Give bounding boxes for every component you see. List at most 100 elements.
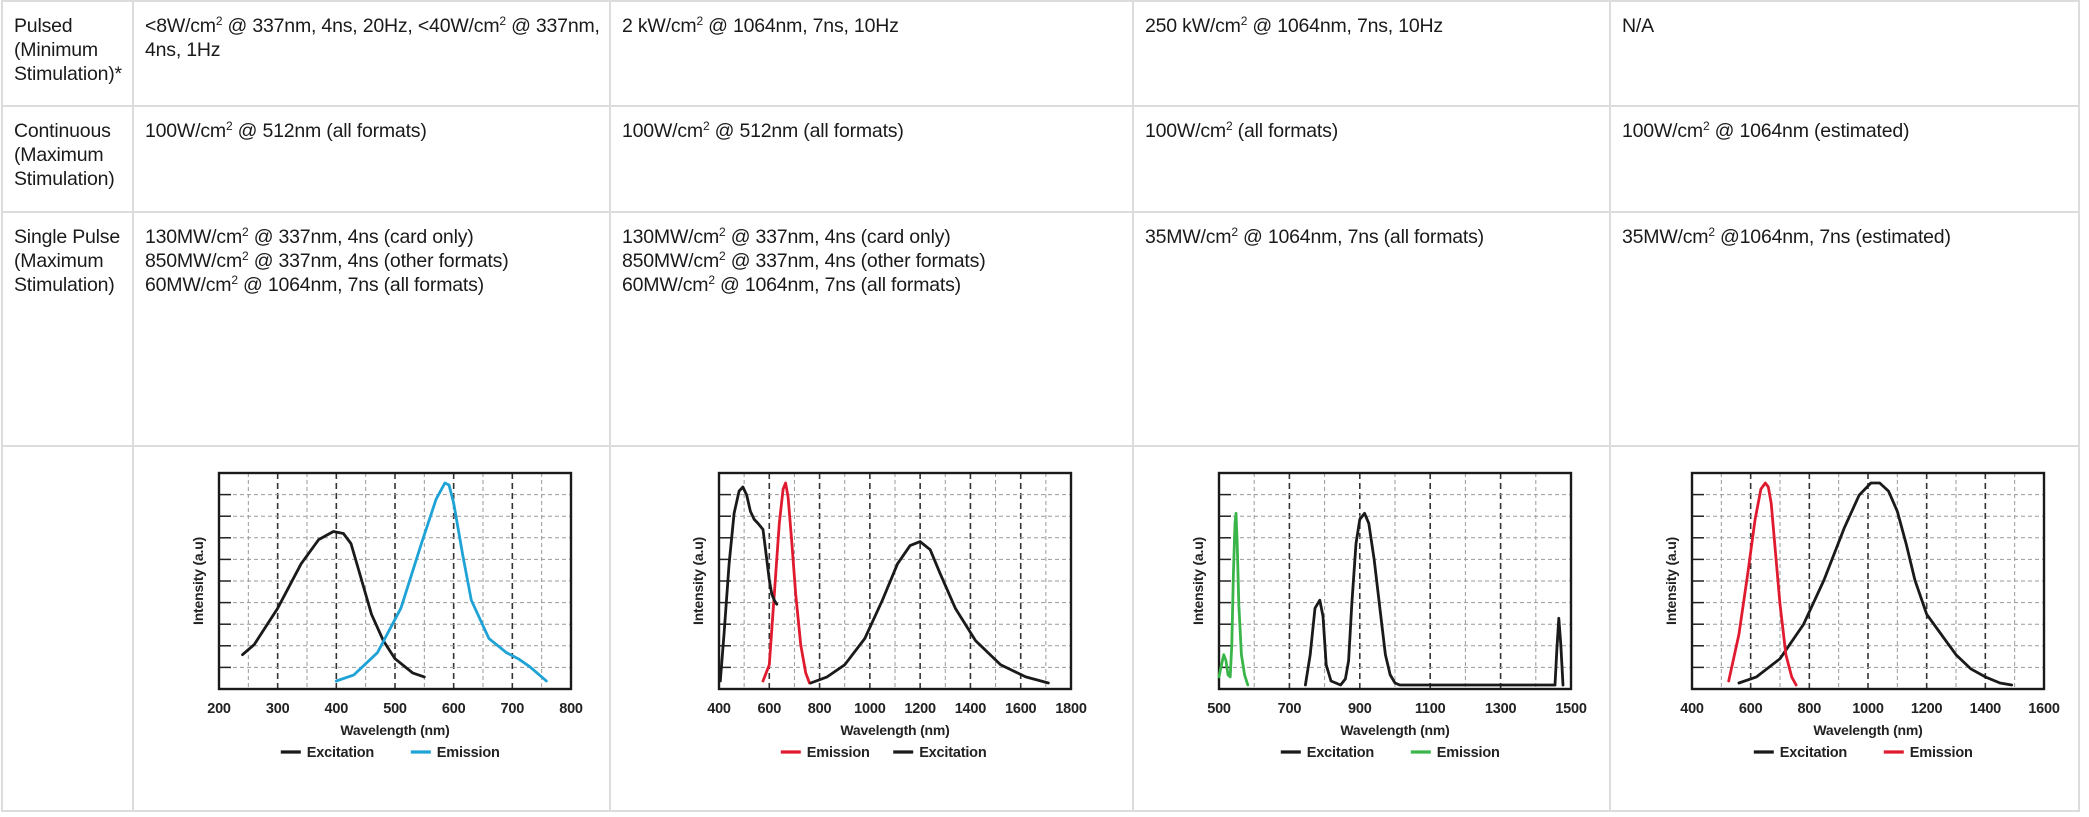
cell-line: 35MW/cm2 @ 1064nm, 7ns (all formats)	[1145, 225, 1598, 249]
superscript: 2	[242, 249, 249, 263]
superscript: 2	[231, 273, 238, 287]
x-tick-label: 1600	[1004, 701, 1036, 717]
table-row: Continuous (Maximum Stimulation) 100W/cm2 …	[1, 105, 2080, 213]
superscript: 2	[225, 119, 233, 133]
table-cell: 35MW/cm2 @ 1064nm, 7ns (all formats)	[1132, 211, 1611, 447]
gridlines	[1218, 472, 1571, 689]
series-line-excitation	[1737, 481, 2013, 686]
cell-line: 850MW/cm2 @ 337nm, 4ns (other formats)	[145, 249, 598, 273]
row-header-line: Stimulation)	[14, 274, 115, 296]
superscript: 2	[242, 225, 249, 239]
x-tick-label: 500	[1207, 701, 1231, 717]
chart-cell: 400 600 800 1000 1200 1400 1600 1800 Wavelength …	[609, 445, 1134, 812]
text-run: 850MW/cm	[622, 250, 719, 272]
cell-line: 850MW/cm2 @ 337nm, 4ns (other formats)	[622, 249, 1121, 273]
superscript: 2	[1225, 119, 1233, 133]
row-header-line: (Minimum	[14, 39, 98, 61]
chart-legend: Excitation Emission	[1753, 745, 1972, 761]
row-header-single-pulse: Single Pulse (Maximum Stimulation)	[1, 211, 134, 447]
spectra-row: 200 300 400 500 600 700 800 Wavelength (nm) Inte…	[1, 445, 2080, 812]
x-tick-label: 1100	[1414, 701, 1445, 717]
legend-label: Emission	[436, 745, 499, 761]
x-tick-label: 1600	[2028, 701, 2060, 717]
x-tick-label: 800	[1797, 701, 1821, 717]
row-header-continuous: Continuous (Maximum Stimulation)	[1, 105, 134, 213]
legend-label: Excitation	[1779, 745, 1846, 761]
text-run: @ 1064nm, 7ns (all formats)	[237, 274, 484, 296]
plot-frame	[717, 471, 1072, 690]
text-run: <8W/cm	[145, 15, 216, 37]
legend-label: Excitation	[919, 745, 986, 761]
x-tick-label: 200	[207, 701, 231, 717]
row-header-line: Pulsed	[14, 15, 73, 37]
spectrum-chart-3: 500 700 900 1100 1300 1500 Wavelength (nm) Inte…	[1190, 471, 1587, 761]
cell-line: 2 kW/cm2 @ 1064nm, 7ns, 10Hz	[622, 14, 1121, 38]
table-cell: 100W/cm2 (all formats)	[1132, 105, 1611, 213]
text-run: @ 337nm, 4ns (other formats)	[248, 250, 509, 272]
series-line-emission	[1726, 481, 1797, 686]
superscript: 2	[696, 14, 703, 28]
text-run: 2 kW/cm	[622, 15, 697, 37]
cell-line: 60MW/cm2 @ 1064nm, 7ns (all formats)	[622, 273, 1121, 297]
row-header-line: Stimulation)	[14, 168, 115, 190]
legend-label: Excitation	[306, 745, 373, 761]
chart-legend: Excitation Emission	[280, 745, 499, 761]
table-cell: 250 kW/cm2 @ 1064nm, 7ns, 10Hz	[1132, 0, 1611, 107]
text-run: @ 337nm, 4ns, 20Hz, <40W/cm	[222, 15, 500, 37]
cell-line: 4ns, 1Hz	[145, 39, 221, 61]
table-row: Pulsed (Minimum Stimulation)* <8W/cm2 @ 33…	[1, 0, 2080, 107]
gridlines	[218, 472, 571, 689]
chart-legend: Emission Excitation	[780, 745, 986, 761]
x-tick-label: 500	[383, 701, 407, 717]
x-axis-label: Wavelength (nm)	[840, 722, 949, 738]
spectrum-chart-2: 400 600 800 1000 1200 1400 1600 1800 Wavelength …	[690, 471, 1087, 761]
table-cell: 100W/cm2 @ 512nm (all formats)	[132, 105, 611, 213]
series-line-excitation	[1303, 511, 1564, 686]
text-run: @ 337nm, 4ns (other formats)	[725, 250, 986, 272]
superscript: 2	[719, 225, 726, 239]
text-run: @ 1064nm, 7ns (all formats)	[714, 274, 961, 296]
text-run: 130MW/cm	[145, 226, 242, 248]
table-cell: 100W/cm2 @ 512nm (all formats)	[609, 105, 1134, 213]
legend-label: Excitation	[1306, 745, 1373, 761]
series-line-secondary	[808, 539, 1050, 684]
series-line-emission	[334, 481, 548, 682]
text-run: @ 1064nm, 7ns, 10Hz	[1247, 15, 1443, 37]
text-run: 60MW/cm	[622, 274, 709, 296]
text-run: 100W/cm	[1145, 120, 1226, 142]
x-axis-label: Wavelength (nm)	[340, 722, 449, 738]
x-axis-label: Wavelength (nm)	[1340, 722, 1449, 738]
plot-frame	[1217, 471, 1572, 690]
series-line-excitation	[240, 529, 426, 678]
x-tick-label: 1400	[954, 701, 986, 717]
row-header-line: (Maximum	[14, 144, 104, 166]
text-run: 130MW/cm	[622, 226, 719, 248]
text-run: @1064nm, 7ns (estimated)	[1714, 226, 1951, 248]
empty-cell	[1, 445, 134, 812]
superscript: 2	[215, 14, 223, 28]
text-run: 100W/cm	[1622, 120, 1703, 142]
text-run: 35MW/cm	[1145, 226, 1232, 248]
chart-legend: Excitation Emission	[1280, 745, 1499, 761]
table-cell: 2 kW/cm2 @ 1064nm, 7ns, 10Hz	[609, 0, 1134, 107]
cell-line: 60MW/cm2 @ 1064nm, 7ns (all formats)	[145, 273, 598, 297]
superscript: 2	[1708, 225, 1715, 239]
text-run: @ 1064nm (estimated)	[1709, 120, 1910, 142]
table-cell: 130MW/cm2 @ 337nm, 4ns (card only) 850MW/…	[132, 211, 611, 447]
text-run: (all formats)	[1232, 120, 1339, 142]
legend-label: Emission	[1436, 745, 1499, 761]
x-tick-label: 1000	[854, 701, 886, 717]
gridlines	[718, 472, 1071, 689]
superscript: 2	[1231, 225, 1238, 239]
x-tick-label: 400	[1680, 701, 1704, 717]
cell-line: <8W/cm2 @ 337nm, 4ns, 20Hz, <40W/cm2 @ 3…	[145, 14, 600, 38]
cell-line: 100W/cm2 @ 512nm (all formats)	[622, 119, 1121, 143]
series-line-emission	[1217, 511, 1249, 686]
x-tick-label: 900	[1348, 701, 1372, 717]
text-run: @ 512nm (all formats)	[232, 120, 427, 142]
text-run: @ 1064nm, 7ns (all formats)	[1237, 226, 1484, 248]
text-run: N/A	[1622, 15, 1654, 37]
spectrum-chart-4: 400 600 800 1000 1200 1400 1600 Wavelength (nm)…	[1663, 471, 2060, 761]
cell-line: N/A	[1622, 14, 2067, 38]
text-run: 250 kW/cm	[1145, 15, 1241, 37]
